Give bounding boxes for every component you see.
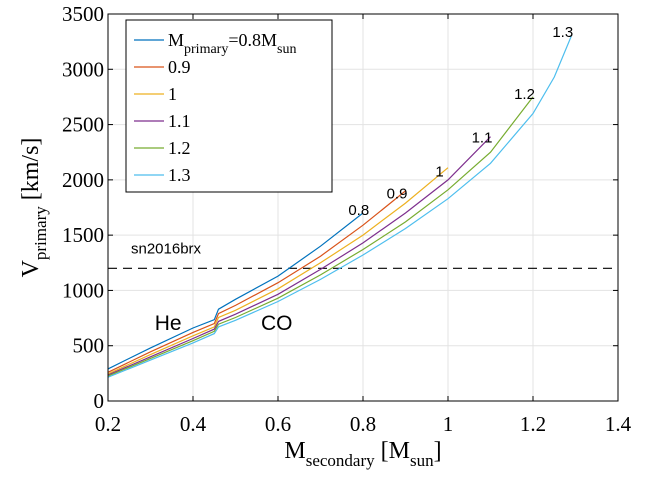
x-tick-label: 0.6 (265, 412, 291, 436)
series-end-label: 1.1 (472, 129, 493, 146)
series-end-labels: 0.8 0.9 1 1.1 1.2 1.3 (348, 24, 573, 219)
x-tick-label: 1.4 (605, 412, 632, 436)
series-line (107, 35, 572, 378)
region-annotation: He (155, 312, 182, 335)
x-axis-label: Msecondary [Msun] (284, 438, 441, 470)
y-tick-label: 1000 (62, 278, 104, 302)
y-tick-label: 2000 (62, 168, 104, 192)
series-line (107, 96, 534, 377)
series-end-label: 1.3 (552, 24, 573, 41)
x-tick-label: 1.2 (520, 412, 546, 436)
legend-entry: 0.9 (168, 57, 191, 77)
y-tick-label: 500 (73, 334, 105, 358)
y-axis-label: Vprimary [km/s] (18, 138, 50, 278)
series-line (107, 190, 406, 373)
series-end-label: 1.2 (514, 86, 535, 103)
series-end-label: 1 (435, 164, 443, 181)
annotations: He CO (155, 312, 293, 335)
axis-ticks (107, 13, 619, 402)
legend-entry: 1.2 (168, 138, 191, 158)
series-line (107, 212, 364, 370)
series-line (107, 167, 449, 375)
y-tick-label: 2500 (62, 113, 104, 137)
y-tick-label: 0 (94, 389, 105, 413)
y-tick-label: 1500 (62, 223, 104, 247)
x-tick-label: 0.4 (180, 412, 207, 436)
series-end-label: 0.9 (387, 186, 408, 203)
region-annotation: CO (261, 312, 293, 335)
y-tick-label: 3000 (62, 57, 104, 81)
legend-entry: 1 (168, 84, 177, 104)
legend-entry: 1.1 (168, 111, 191, 131)
series-line (107, 136, 491, 376)
x-tick-label: 0.8 (350, 412, 376, 436)
y-tick-labels: 0 500 1000 1500 2000 2500 3000 3500 (62, 2, 104, 413)
x-tick-label: 0.2 (95, 412, 121, 436)
legend-entry: Mprimary=0.8Msun (168, 30, 296, 57)
reference-line-group: sn2016brx (108, 240, 618, 269)
series-lines (107, 35, 572, 378)
legend-entry: 1.3 (168, 165, 191, 185)
x-tick-label: 1 (443, 412, 454, 436)
reference-line-label: sn2016brx (131, 240, 202, 257)
legend-box (125, 19, 333, 193)
y-tick-label: 3500 (62, 2, 104, 26)
series-end-label: 0.8 (348, 202, 369, 219)
x-tick-labels: 0.2 0.4 0.6 0.8 1 1.2 1.4 (95, 412, 632, 436)
